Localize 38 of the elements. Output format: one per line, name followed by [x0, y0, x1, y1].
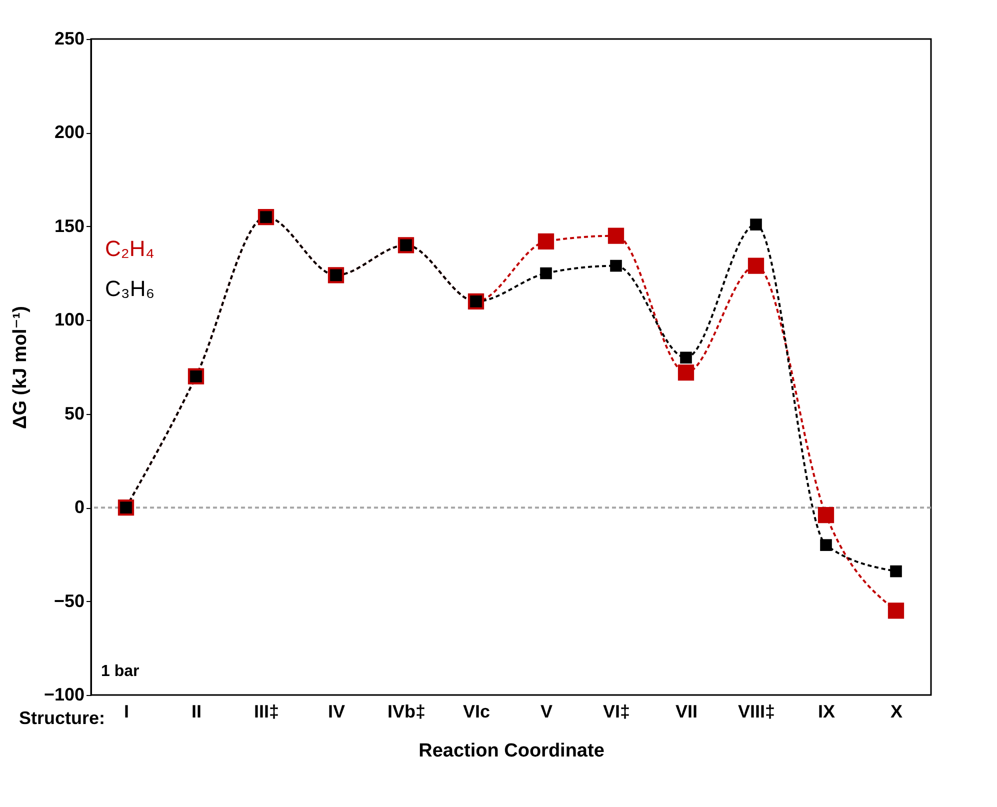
- y-tick-label: 200: [54, 122, 84, 142]
- x-tick-label: VI‡: [602, 702, 630, 722]
- point: [540, 267, 552, 280]
- y-tick-label: 0: [74, 497, 84, 518]
- y-tick-label: 150: [54, 216, 84, 236]
- y-tick-label: 250: [54, 28, 84, 48]
- point: [538, 233, 554, 250]
- x-axis-title: Reaction Coordinate: [418, 740, 604, 762]
- point: [890, 565, 902, 578]
- x-tick-label: IVb‡: [387, 702, 426, 722]
- text: Structure:: [19, 708, 106, 728]
- x-tick-label: VII: [675, 702, 698, 722]
- text: C₂H₄: [105, 236, 154, 261]
- x-tick-label: VIc: [462, 702, 490, 722]
- y-axis-title: ΔG (kJ mol⁻¹): [10, 306, 31, 429]
- point: [610, 260, 622, 272]
- x-tick-label: V: [540, 702, 553, 722]
- point: [680, 352, 692, 364]
- annotation: 1 bar: [101, 663, 140, 680]
- point: [818, 507, 834, 524]
- x-tick-label: IV: [328, 702, 346, 722]
- x-tick-label: X: [890, 702, 903, 722]
- text: C₃H₆: [105, 276, 155, 301]
- y-tick-label: 100: [54, 310, 84, 330]
- y-tick-label: 50: [64, 403, 84, 424]
- point: [820, 539, 832, 551]
- point: [678, 364, 694, 381]
- point: [748, 258, 764, 274]
- point: [888, 602, 904, 619]
- x-tick-label: VIII‡: [738, 702, 776, 722]
- point: [608, 228, 624, 244]
- x-tick-label: I: [124, 702, 130, 722]
- x-tick-label: III‡: [254, 702, 280, 722]
- x-tick-label: IX: [818, 702, 836, 722]
- y-tick-label: −100: [44, 684, 84, 704]
- y-tick-label: −50: [54, 590, 84, 611]
- point: [750, 218, 762, 230]
- x-tick-label: II: [191, 702, 202, 722]
